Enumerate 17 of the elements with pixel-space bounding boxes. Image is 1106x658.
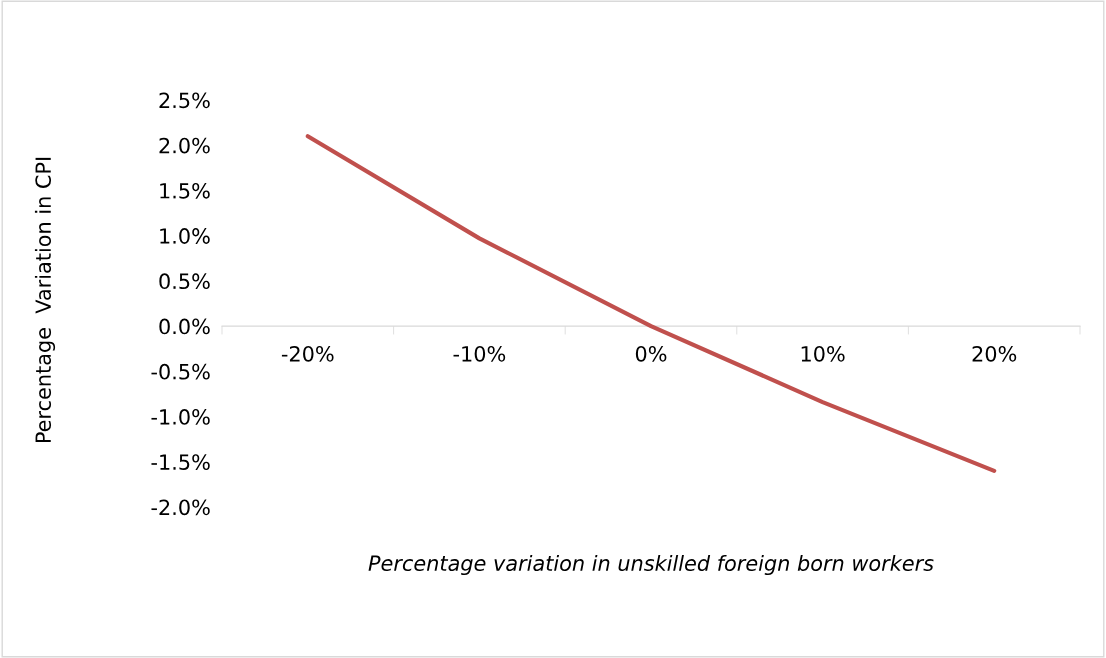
x-tick-label: 0% — [635, 345, 667, 362]
x-tick-label: 20% — [972, 345, 1017, 362]
y-tick-label: 2.5% — [159, 92, 210, 109]
y-tick-label: -0.5% — [151, 363, 210, 380]
x-axis-title: Percentage variation in unskilled foreign born workers — [368, 554, 934, 576]
y-tick-label: 0.5% — [159, 273, 210, 290]
x-tick-label: -10% — [453, 345, 506, 362]
y-tick-label: 2.0% — [159, 137, 210, 154]
y-tick-label: 1.0% — [160, 228, 210, 244]
y-tick-label: -1.0% — [151, 409, 210, 425]
y-tick-label: -1.5% — [151, 454, 210, 470]
y-tick-label: 1.5% — [160, 182, 210, 199]
y-axis-title: Percentage Variation in CPI — [34, 157, 56, 443]
x-tick-label: -20% — [281, 345, 334, 362]
y-tick-label: -2.0% — [151, 499, 210, 516]
x-tick-label: 10% — [801, 345, 845, 362]
y-tick-label: 0.0% — [159, 318, 210, 335]
